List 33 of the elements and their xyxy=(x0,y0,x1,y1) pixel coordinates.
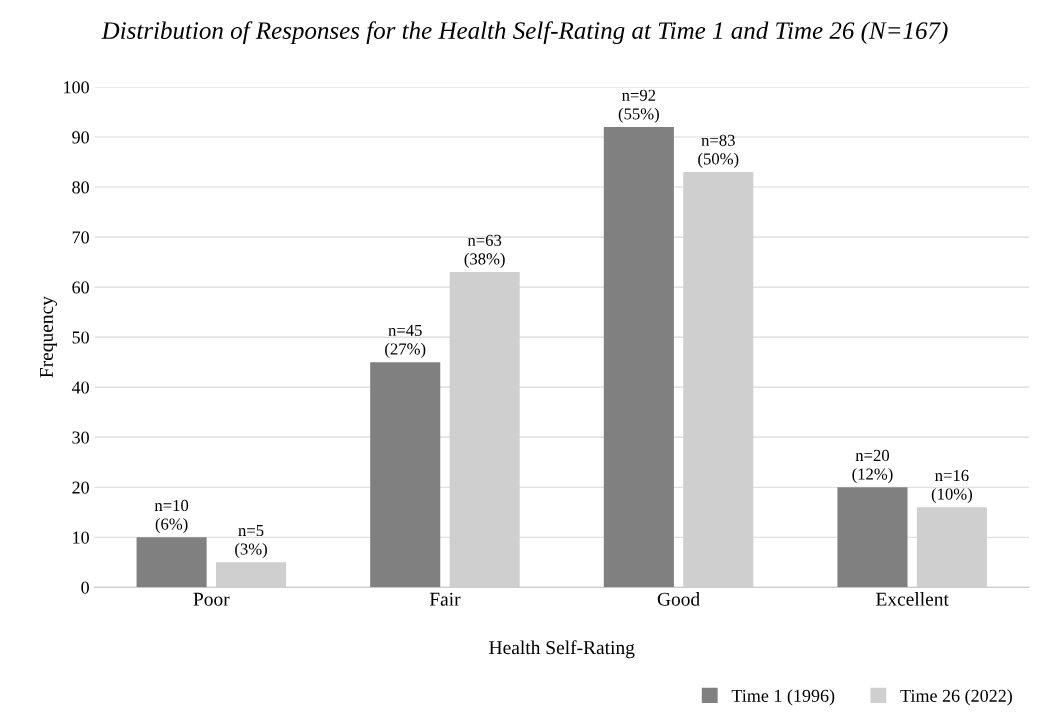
legend-label: Time 1 (1996) xyxy=(731,689,835,706)
data-label: n=63 (38%) xyxy=(464,234,505,268)
y-tick-label: 30 xyxy=(72,431,89,444)
legend-label: Time 26 (2022) xyxy=(900,689,1012,706)
y-tick-label: 10 xyxy=(73,531,89,544)
data-label: n=16 (10%) xyxy=(931,469,972,504)
data-label: n=5 (3%) xyxy=(235,525,267,559)
x-tick-label: Poor xyxy=(193,592,230,606)
bar xyxy=(603,127,674,588)
data-label: n=45 (27%) xyxy=(385,324,426,358)
x-axis-title: Health Self-Rating xyxy=(489,640,635,659)
data-label: n=83 (50%) xyxy=(698,134,739,168)
y-tick-label: 80 xyxy=(72,181,89,194)
bar xyxy=(837,487,908,588)
data-label: n=10 (6%) xyxy=(154,499,189,534)
y-axis-title: Frequency xyxy=(40,296,57,378)
y-tick-label: 0 xyxy=(81,581,89,594)
y-tick-label: 90 xyxy=(72,131,89,144)
bar xyxy=(136,537,207,588)
x-tick-label: Fair xyxy=(429,592,461,606)
y-tick-label: 60 xyxy=(72,281,89,294)
data-label: n=92 (55%) xyxy=(618,89,659,123)
x-tick-label: Excellent xyxy=(876,592,949,606)
y-tick-label: 70 xyxy=(72,231,89,244)
y-tick-label: 40 xyxy=(71,381,89,394)
x-tick-label: Good xyxy=(657,592,700,606)
y-tick-label: 50 xyxy=(72,331,89,344)
bar xyxy=(370,362,441,588)
y-tick-label: 20 xyxy=(72,481,89,494)
y-tick-label: 100 xyxy=(64,81,89,94)
chart-title: Distribution of Responses for the Health Self-Rating at Time 1 and Time 26 (N=167) xyxy=(101,21,948,45)
bar xyxy=(215,562,287,588)
data-label: n=20 (12%) xyxy=(852,449,893,484)
